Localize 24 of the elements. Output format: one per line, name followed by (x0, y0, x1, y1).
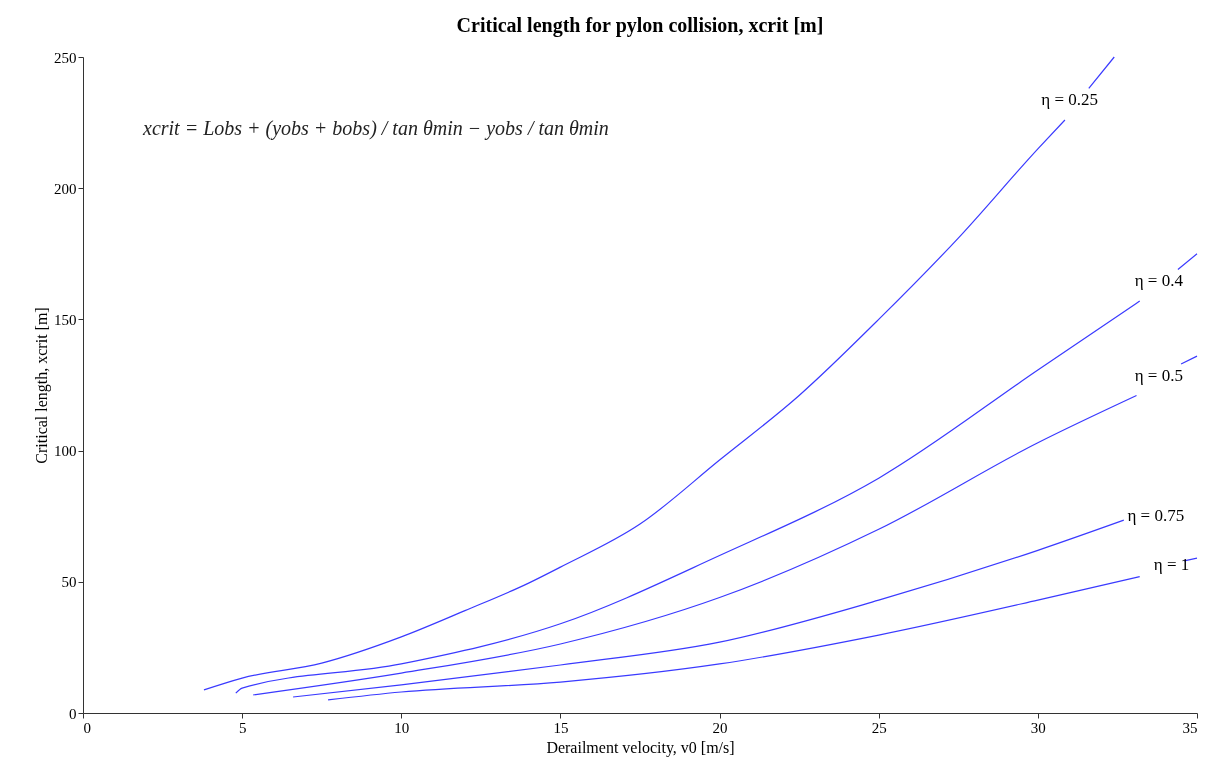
y-tick-label: 200 (54, 180, 77, 197)
line-series (292, 519, 1125, 698)
annotation: η = 0.4 (1134, 271, 1184, 291)
y-tick-label: 50 (61, 574, 77, 591)
x-axis-title: Derailment velocity, v0 [m/s] (546, 738, 735, 757)
x-tick-label: 20 (712, 719, 728, 736)
chart-title: Critical length for pylon collision, xcrit [m] (456, 14, 824, 37)
annotation: η = 0.5 (1134, 365, 1183, 385)
y-tick-label: 150 (54, 311, 77, 328)
annotation: η = 0.25 (1041, 90, 1099, 110)
x-tick-label: 15 (553, 719, 569, 736)
y-axis-title: Critical length, xcrit [m] (33, 307, 51, 464)
y-tick-label: 250 (54, 49, 77, 66)
y-tick-label: 100 (54, 443, 77, 460)
x-tick-label: 30 (1030, 719, 1046, 736)
x-tick-label: 5 (238, 719, 247, 736)
x-tick-label: 25 (871, 719, 887, 736)
annotation: xcrit = Lobs + (yobs + bobs) / tan θmin − yobs / tan θmin (142, 117, 609, 140)
x-tick-label: 0 (83, 719, 91, 736)
annotation: η = 1 (1153, 554, 1190, 574)
x-tick-label: 10 (394, 719, 410, 736)
annotation: η = 0.75 (1127, 506, 1185, 526)
x-tick-label: 35 (1182, 719, 1198, 736)
y-tick-label: 0 (69, 705, 77, 722)
